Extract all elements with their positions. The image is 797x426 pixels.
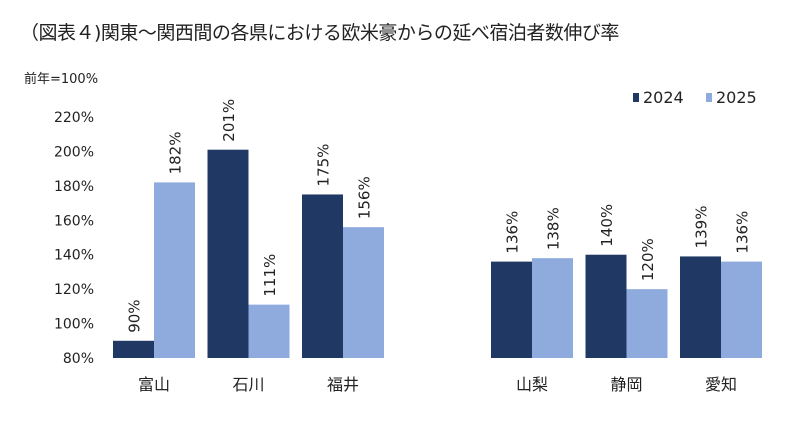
y-tick-label: 80% xyxy=(63,351,94,367)
bar-2025 xyxy=(154,182,195,358)
data-label: 140% xyxy=(598,204,616,247)
bar-2025 xyxy=(248,304,290,358)
data-label: 182% xyxy=(167,132,185,175)
y-axis-unit-label: 前年=100% xyxy=(24,72,99,87)
data-label: 139% xyxy=(693,206,711,249)
data-label: 156% xyxy=(356,176,374,219)
bar-2025 xyxy=(721,261,762,358)
data-label: 111% xyxy=(261,254,279,297)
bar-2024 xyxy=(302,194,343,358)
chart-title: （図表４)関東～関西間の各県における欧米豪からの延べ宿泊者数伸び率 xyxy=(20,22,619,44)
legend-label: 2024 xyxy=(643,88,684,107)
legend-swatch xyxy=(633,93,639,102)
data-label: 136% xyxy=(504,211,522,254)
y-tick-label: 160% xyxy=(54,213,94,229)
bar-2025 xyxy=(626,289,668,358)
category-label: 愛知 xyxy=(705,375,737,394)
category-label: 福井 xyxy=(327,375,359,394)
y-tick-label: 120% xyxy=(54,282,94,298)
category-label: 石川 xyxy=(232,375,264,394)
category-label: 山梨 xyxy=(516,375,548,394)
bar-2024 xyxy=(113,340,154,358)
y-tick-label: 100% xyxy=(54,317,94,333)
bar-2024 xyxy=(491,261,532,358)
y-tick-label: 200% xyxy=(54,144,94,160)
bar-2024 xyxy=(207,149,249,358)
data-label: 201% xyxy=(220,99,238,142)
legend-label: 2025 xyxy=(716,88,757,107)
data-label: 90% xyxy=(126,299,144,332)
y-tick-label: 220% xyxy=(54,110,94,126)
data-label: 120% xyxy=(639,238,657,281)
y-tick-label: 180% xyxy=(54,179,94,195)
category-label: 富山 xyxy=(138,375,170,394)
category-label: 静岡 xyxy=(610,375,642,394)
bar-2024 xyxy=(585,254,627,358)
data-label: 136% xyxy=(734,211,752,254)
y-tick-label: 140% xyxy=(54,248,94,264)
bar-2025 xyxy=(343,227,384,358)
data-label: 175% xyxy=(315,144,333,187)
bar-2025 xyxy=(532,258,573,358)
legend-swatch xyxy=(706,93,712,102)
data-label: 138% xyxy=(545,207,563,250)
bar-2024 xyxy=(680,256,721,358)
